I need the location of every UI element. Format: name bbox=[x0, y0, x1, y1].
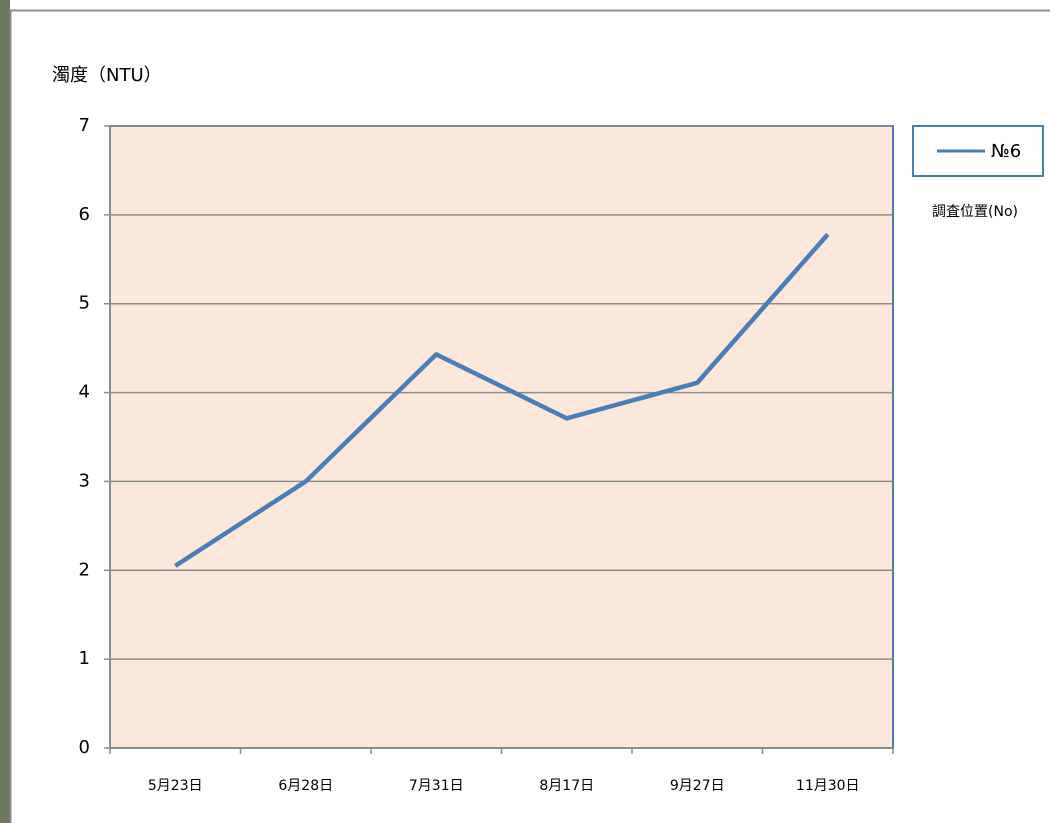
legend-label: №6 bbox=[991, 141, 1021, 162]
x-tick-label: 6月28日 bbox=[278, 778, 333, 794]
y-tick-label: 2 bbox=[79, 559, 90, 580]
x-tick-label: 7月31日 bbox=[409, 778, 464, 794]
x-tick-label: 8月17日 bbox=[539, 778, 594, 794]
background-strip bbox=[0, 0, 10, 823]
data-line bbox=[174, 232, 830, 568]
y-tick-label: 5 bbox=[79, 293, 90, 314]
legend-title: 調査位置(No) bbox=[932, 204, 1018, 220]
plot-area bbox=[109, 125, 894, 749]
y-tick-label: 0 bbox=[79, 737, 90, 758]
y-tick-label: 6 bbox=[79, 204, 90, 225]
y-tick-label: 7 bbox=[79, 115, 90, 136]
y-tick-label: 4 bbox=[79, 382, 90, 403]
y-axis-label: 濁度（NTU） bbox=[52, 65, 162, 86]
y-tick-label: 1 bbox=[79, 648, 90, 669]
x-tick-label: 11月30日 bbox=[796, 778, 860, 794]
x-tick-label: 9月27日 bbox=[670, 778, 725, 794]
x-tick-label: 5月23日 bbox=[148, 778, 203, 794]
y-tick-label: 3 bbox=[79, 470, 90, 491]
